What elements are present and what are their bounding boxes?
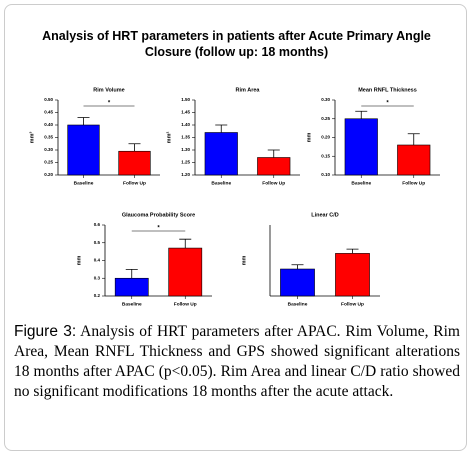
x-tick-label: Baseline (288, 301, 308, 307)
y-tick-label: 0.15 (321, 153, 330, 158)
y-tick-label: 0.30 (44, 147, 53, 152)
figure-title: Analysis of HRT parameters in patients a… (42, 29, 431, 59)
x-tick-label: Baseline (74, 180, 94, 186)
y-tick-label: 0.6 (94, 222, 101, 227)
bar (397, 144, 431, 176)
y-tick-label: 1.25 (181, 160, 190, 165)
chart-title: Mean RNFL Thickness (358, 87, 417, 93)
y-tick-label: 1.20 (181, 172, 190, 177)
y-tick-label: 0.45 (44, 110, 53, 115)
y-tick-label: 0.35 (44, 135, 53, 140)
error-bar (215, 124, 228, 133)
bar (118, 150, 151, 176)
chart-title: Glaucoma Probability Score (122, 212, 195, 218)
y-tick-label: 0.5 (94, 240, 101, 245)
significance-marker: * (386, 101, 389, 107)
bar (67, 124, 100, 176)
y-tick-label: 1.40 (181, 122, 190, 127)
y-axis-label: mm³ (28, 132, 35, 144)
chart-title: Linear C/D (311, 212, 339, 218)
bar (204, 132, 238, 176)
x-tick-label: Follow Up (123, 180, 146, 186)
y-tick-label: 0.20 (321, 135, 330, 140)
error-bar (346, 248, 359, 254)
error-bar (128, 143, 141, 152)
y-axis-label: mm² (165, 132, 172, 144)
x-tick-label: Follow Up (341, 301, 364, 307)
x-tick-label: Follow Up (174, 301, 197, 307)
figure-frame (4, 4, 467, 451)
bar (257, 157, 291, 176)
error-bar (125, 268, 138, 279)
y-tick-label: 1.50 (181, 97, 190, 102)
bar (344, 118, 378, 176)
y-tick-label: 0.50 (44, 97, 53, 102)
error-bar (179, 238, 192, 249)
y-tick-label: 0.40 (44, 122, 53, 127)
error-bar (77, 117, 90, 125)
y-axis-label: mm (241, 256, 247, 266)
x-tick-label: Baseline (351, 180, 371, 186)
x-tick-label: Follow Up (262, 180, 285, 186)
y-tick-label: 0.20 (44, 172, 53, 177)
y-tick-label: 0.25 (321, 116, 330, 121)
error-bar (407, 133, 420, 145)
caption-text: Analysis of HRT parameters after APAC. R… (14, 323, 460, 400)
error-bar (355, 110, 368, 119)
bar (280, 268, 315, 297)
y-axis-label: mm (306, 133, 312, 143)
y-axis-label: mm (76, 256, 82, 266)
y-tick-label: 0.30 (321, 97, 330, 102)
chart-title: Rim Area (236, 87, 261, 93)
bar (168, 247, 203, 297)
bar (335, 253, 370, 297)
y-tick-label: 0.2 (94, 293, 101, 298)
y-tick-label: 0.4 (94, 258, 101, 263)
y-tick-label: 1.30 (181, 147, 190, 152)
y-tick-label: 0.3 (94, 275, 101, 280)
error-bar (291, 264, 304, 270)
significance-marker: * (157, 226, 160, 232)
chart-title: Rim Volume (93, 87, 124, 93)
charts: Rim Volume mm³ 0.20 0.25 0.30 0.35 0.40 0.45 0.5… (28, 87, 440, 307)
x-tick-label: Baseline (211, 180, 231, 186)
y-tick-label: 0.25 (44, 160, 53, 165)
bar (114, 277, 149, 297)
x-tick-label: Baseline (122, 301, 142, 307)
y-tick-label: 1.45 (181, 110, 190, 115)
significance-marker: * (108, 101, 111, 107)
figure-caption: Figure 3: Analysis of HRT parameters aft… (14, 322, 460, 402)
y-tick-label: 0.10 (321, 172, 330, 177)
caption-label: Figure 3: (14, 323, 77, 340)
error-bar (267, 149, 280, 158)
y-tick-label: 1.35 (181, 135, 190, 140)
x-tick-label: Follow Up (402, 180, 425, 186)
